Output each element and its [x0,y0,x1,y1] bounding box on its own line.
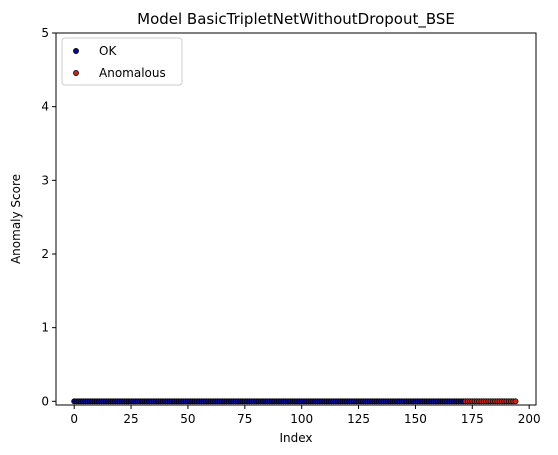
y-tick-label: 3 [41,173,49,187]
x-tick-label: 50 [180,412,195,426]
x-tick-label: 150 [404,412,427,426]
x-tick-label: 0 [70,412,78,426]
y-axis-label: Anomaly Score [9,174,23,264]
legend-label-ok: OK [99,44,117,58]
y-tick-label: 4 [41,100,49,114]
legend-label-anomalous: Anomalous [99,66,166,80]
x-tick-label: 175 [461,412,484,426]
data-point-anomalous [512,398,519,405]
y-axis-ticks: 0 1 2 3 4 5 [41,26,56,408]
y-tick-label: 2 [41,247,49,261]
y-tick-label: 1 [41,321,49,335]
y-tick-label: 5 [41,26,49,40]
chart-title: Model BasicTripletNetWithoutDropout_BSE [137,10,455,29]
x-tick-label: 100 [290,412,313,426]
legend-box [61,37,183,86]
x-tick-label: 25 [123,412,138,426]
x-axis-label: Index [279,431,312,445]
x-tick-label: 75 [237,412,252,426]
x-axis-ticks: 0 25 50 75 100 125 150 175 200 [70,405,541,426]
plot-area [55,32,537,406]
x-tick-label: 125 [347,412,370,426]
y-tick-label: 0 [41,394,49,408]
data-points [71,398,519,405]
legend-marker-anomalous [73,70,79,76]
x-tick-label: 200 [518,412,541,426]
legend: OK Anomalous [61,37,183,86]
legend-marker-ok [73,48,79,54]
